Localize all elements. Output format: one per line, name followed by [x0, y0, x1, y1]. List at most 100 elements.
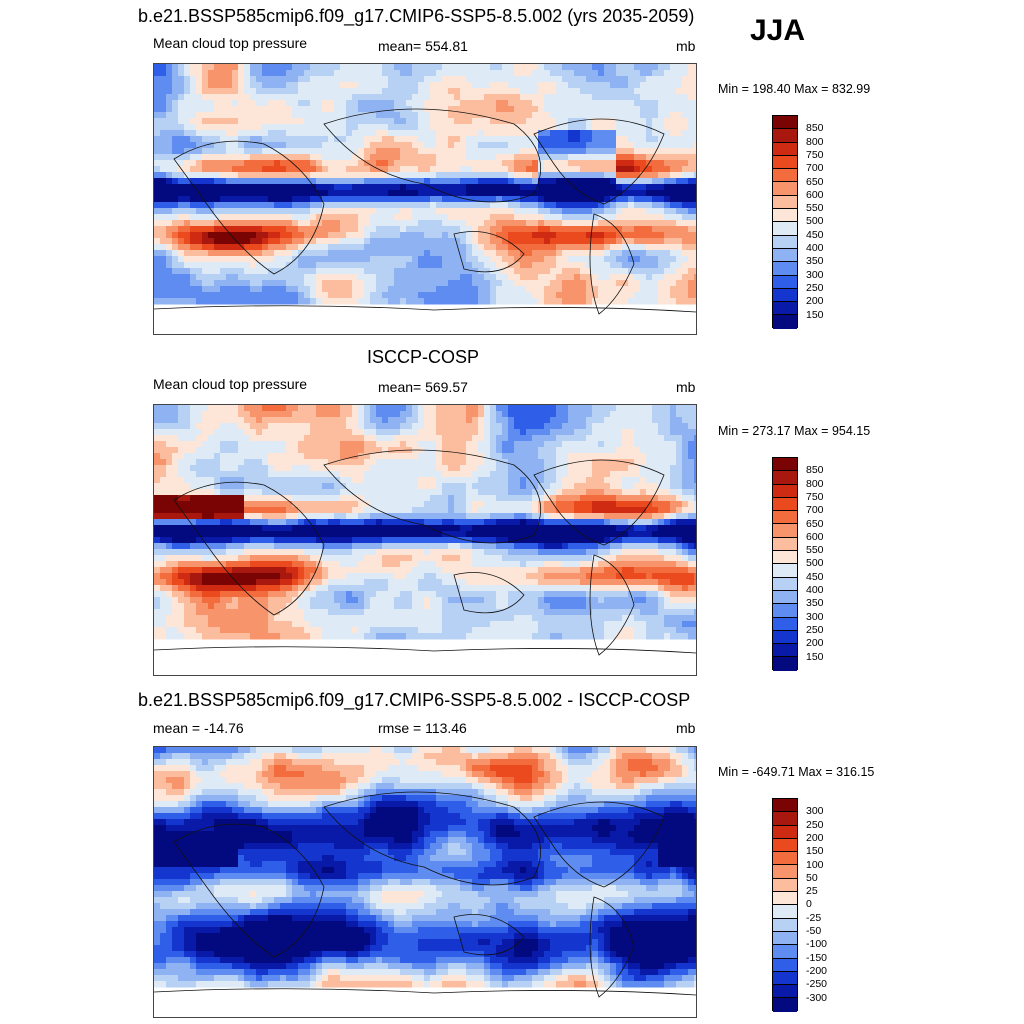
field-cell — [652, 441, 659, 448]
field-cell — [238, 148, 245, 155]
field-cell — [316, 94, 323, 101]
field-cell — [220, 262, 227, 269]
field-cell — [394, 112, 401, 119]
field-cell — [364, 405, 371, 412]
field-cell — [694, 405, 696, 412]
field-cell — [406, 292, 413, 299]
field-cell — [298, 453, 305, 460]
field-cell — [436, 76, 443, 83]
field-cell — [556, 435, 563, 442]
field-cell — [592, 148, 599, 155]
field-cell — [544, 160, 551, 167]
field-cell — [454, 124, 461, 131]
field-cell — [238, 160, 245, 167]
field-cell — [544, 70, 551, 77]
field-cell — [310, 196, 317, 203]
field-cell — [238, 202, 245, 209]
field-cell — [166, 202, 173, 209]
field-cell — [274, 154, 281, 161]
field-cell — [556, 178, 563, 185]
field-cell — [430, 136, 437, 143]
field-cell — [640, 226, 647, 233]
field-cell — [304, 405, 311, 412]
field-cell — [424, 435, 431, 442]
field-cell — [586, 453, 593, 460]
field-cell — [292, 70, 299, 77]
field-cell — [598, 256, 605, 263]
field-cell — [334, 244, 341, 251]
field-cell — [388, 178, 395, 185]
field-cell — [400, 70, 407, 77]
field-cell — [250, 477, 257, 484]
field-cell — [358, 178, 365, 185]
field-cell — [412, 94, 419, 101]
field-cell — [676, 148, 683, 155]
field-cell — [160, 88, 167, 95]
field-cell — [484, 274, 491, 281]
field-cell — [442, 477, 449, 484]
field-cell — [586, 262, 593, 269]
field-cell — [676, 244, 683, 251]
field-cell — [448, 274, 455, 281]
field-cell — [268, 465, 275, 472]
field-cell — [622, 483, 629, 490]
field-cell — [460, 118, 467, 125]
field-cell — [280, 298, 287, 305]
field-cell — [436, 453, 443, 460]
field-cell — [496, 202, 503, 209]
field-cell — [634, 70, 641, 77]
field-cell — [244, 256, 251, 263]
field-cell — [316, 154, 323, 161]
field-cell — [556, 459, 563, 466]
field-cell — [688, 202, 695, 209]
field-cell — [196, 268, 203, 275]
field-cell — [370, 106, 377, 113]
field-cell — [358, 411, 365, 418]
field-cell — [634, 286, 641, 293]
field-cell — [490, 459, 497, 466]
field-cell — [460, 292, 467, 299]
field-cell — [454, 196, 461, 203]
field-cell — [454, 76, 461, 83]
field-cell — [250, 250, 257, 257]
field-cell — [454, 184, 461, 191]
field-cell — [304, 465, 311, 472]
field-cell — [400, 82, 407, 89]
field-cell — [652, 250, 659, 257]
field-cell — [664, 160, 671, 167]
field-cell — [616, 298, 623, 305]
field-cell — [526, 286, 533, 293]
field-cell — [160, 190, 167, 197]
field-cell — [232, 70, 239, 77]
field-cell — [244, 244, 251, 251]
field-cell — [352, 196, 359, 203]
field-cell — [280, 142, 287, 149]
field-cell — [514, 298, 521, 305]
field-cell — [520, 244, 527, 251]
field-cell — [520, 214, 527, 221]
field-cell — [172, 160, 179, 167]
field-cell — [370, 238, 377, 245]
field-cell — [448, 202, 455, 209]
field-cell — [154, 447, 161, 454]
field-cell — [628, 172, 635, 179]
field-cell — [340, 220, 347, 227]
field-cell — [460, 268, 467, 275]
field-cell — [400, 405, 407, 412]
field-cell — [154, 220, 161, 227]
field-cell — [610, 280, 617, 287]
field-cell — [238, 226, 245, 233]
field-cell — [544, 172, 551, 179]
field-cell — [538, 100, 545, 107]
field-cell — [172, 435, 179, 442]
field-cell — [214, 447, 221, 454]
field-cell — [478, 411, 485, 418]
field-cell — [208, 172, 215, 179]
field-cell — [670, 483, 677, 490]
field-cell — [370, 483, 377, 490]
field-cell — [514, 214, 521, 221]
field-cell — [568, 220, 575, 227]
field-cell — [328, 88, 335, 95]
field-cell — [184, 405, 191, 412]
field-cell — [334, 130, 341, 137]
